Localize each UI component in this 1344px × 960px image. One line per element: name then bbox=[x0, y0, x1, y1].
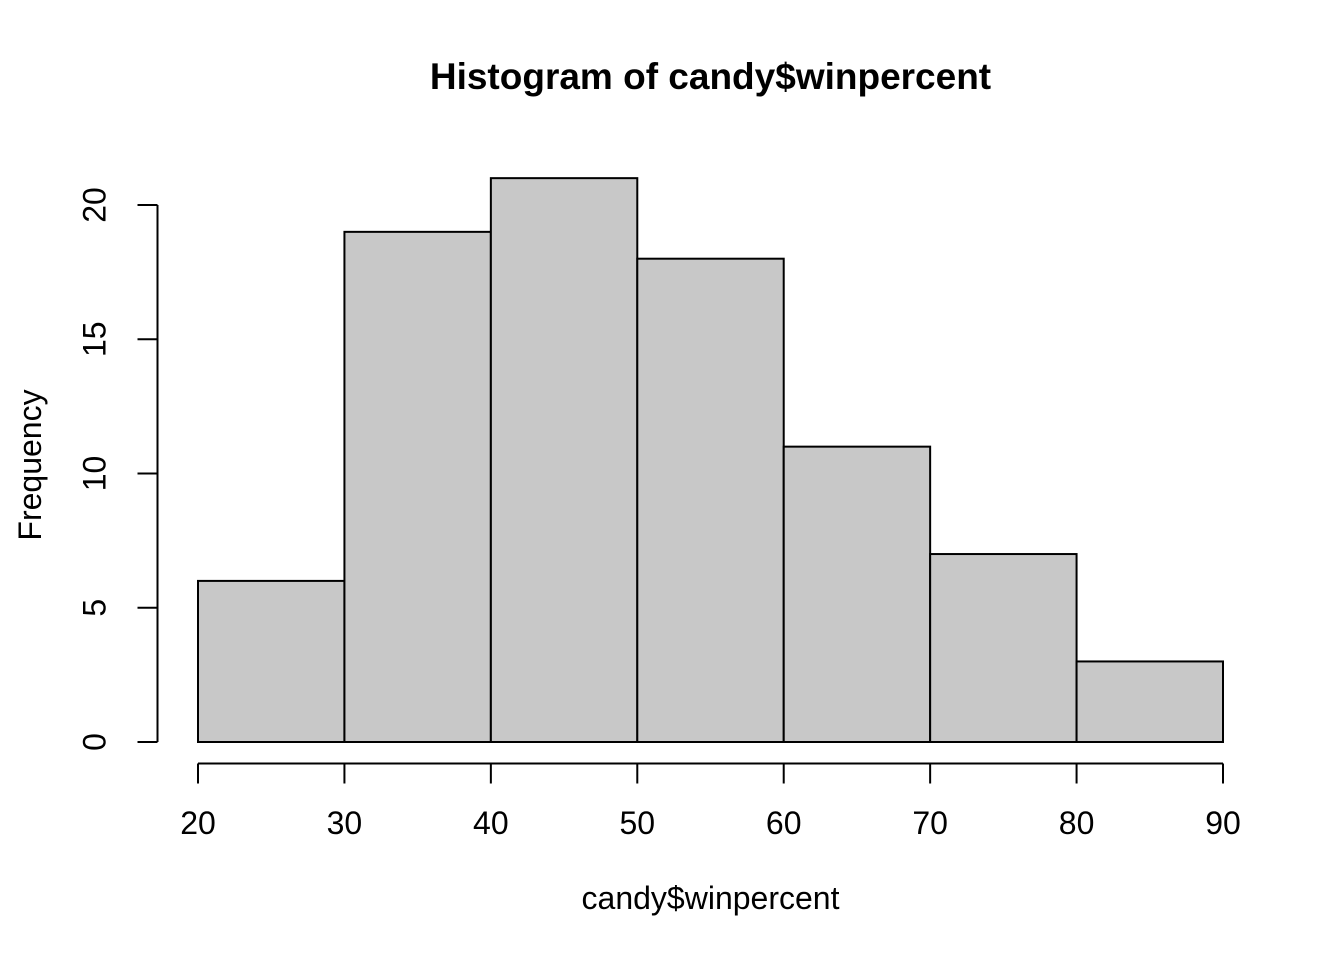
histogram-bar bbox=[929, 553, 1078, 743]
histogram-bar bbox=[782, 445, 932, 743]
x-axis-label: candy$winpercent bbox=[581, 880, 840, 916]
y-axis-tick-label: 0 bbox=[76, 733, 112, 751]
x-axis-tick-label: 20 bbox=[180, 805, 216, 841]
histogram-bar bbox=[1075, 660, 1224, 744]
y-axis-label: Frequency bbox=[12, 389, 48, 541]
x-axis-tick-label: 40 bbox=[473, 805, 509, 841]
y-axis-tick-label: 20 bbox=[76, 187, 112, 223]
x-axis-tick-label: 60 bbox=[766, 805, 802, 841]
x-axis-tick-label: 30 bbox=[327, 805, 363, 841]
histogram-bar bbox=[197, 579, 346, 744]
x-axis-tick-label: 90 bbox=[1205, 805, 1241, 841]
histogram-bar bbox=[343, 230, 492, 743]
y-axis-tick-label: 15 bbox=[76, 321, 112, 357]
y-axis-tick-label: 10 bbox=[76, 456, 112, 492]
y-axis-tick-label: 5 bbox=[76, 599, 112, 617]
x-axis-tick-label: 50 bbox=[619, 805, 655, 841]
x-axis-tick-label: 70 bbox=[912, 805, 948, 841]
x-axis-tick-label: 80 bbox=[1059, 805, 1095, 841]
histogram-bar bbox=[636, 257, 785, 743]
chart-title: Histogram of candy$winpercent bbox=[429, 56, 992, 97]
histogram-bar bbox=[489, 177, 639, 743]
